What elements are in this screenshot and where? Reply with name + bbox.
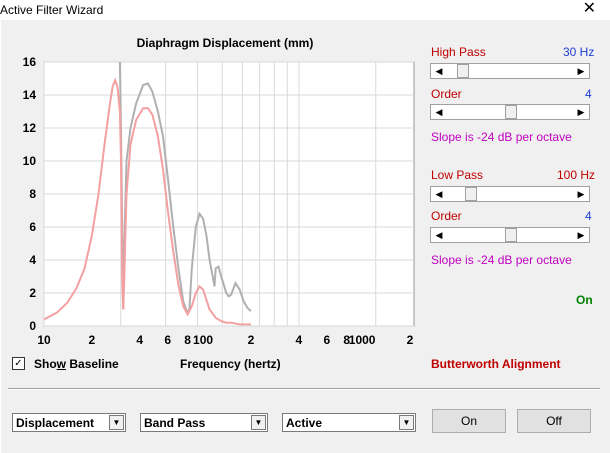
show-baseline-label[interactable]: Show Baseline <box>34 357 119 371</box>
arrow-left-icon[interactable]: ◀ <box>435 189 443 199</box>
x-tick-label: 1000 <box>349 333 376 347</box>
arrow-right-icon[interactable]: ▶ <box>577 66 585 76</box>
chevron-down-icon[interactable]: ▼ <box>251 415 266 430</box>
y-tick-label: 0 <box>29 319 36 333</box>
hp-order-label: Order <box>431 87 462 101</box>
arrow-left-icon[interactable]: ◀ <box>435 230 443 240</box>
hp-order-slider[interactable]: ◀ ▶ <box>430 104 590 120</box>
separator <box>8 388 600 390</box>
x-tick-label: 2 <box>89 333 96 347</box>
show-baseline-checkbox[interactable]: ✓ <box>12 357 25 370</box>
slider-thumb[interactable] <box>457 64 469 78</box>
x-tick-label: 4 <box>136 333 143 347</box>
window-title: Active Filter Wizard <box>0 3 104 17</box>
lp-order-slider[interactable]: ◀ ▶ <box>430 227 590 243</box>
y-tick-label: 16 <box>23 55 37 69</box>
x-tick-label: 6 <box>323 333 330 347</box>
series-line-1 <box>118 61 252 316</box>
x-axis-label: Frequency (hertz) <box>180 357 281 371</box>
slider-thumb[interactable] <box>505 228 517 242</box>
lp-order-value: 4 <box>585 209 592 223</box>
slider-thumb[interactable] <box>465 187 477 201</box>
arrow-right-icon[interactable]: ▶ <box>577 189 585 199</box>
x-tick-label: 4 <box>295 333 302 347</box>
y-tick-label: 12 <box>23 121 37 135</box>
y-tick-label: 2 <box>29 286 36 300</box>
off-button[interactable]: Off <box>517 409 591 433</box>
y-tick-label: 6 <box>29 220 36 234</box>
low-pass-label: Low Pass <box>431 168 484 182</box>
hp-slope-text: Slope is -24 dB per octave <box>431 130 572 144</box>
slider-thumb[interactable] <box>505 105 517 119</box>
high-pass-value: 30 Hz <box>563 45 595 59</box>
lp-order-label: Order <box>431 209 462 223</box>
status-on-indicator: On <box>576 293 593 307</box>
arrow-left-icon[interactable]: ◀ <box>435 66 443 76</box>
x-tick-label: 8 <box>343 333 350 347</box>
chevron-down-icon[interactable]: ▼ <box>109 415 124 430</box>
hp-order-value: 4 <box>585 87 592 101</box>
mode-select[interactable]: Displacement ▼ <box>12 413 126 432</box>
arrow-right-icon[interactable]: ▶ <box>577 107 585 117</box>
x-tick-label: 10 <box>37 333 51 347</box>
low-pass-slider[interactable]: ◀ ▶ <box>430 186 590 202</box>
arrow-left-icon[interactable]: ◀ <box>435 107 443 117</box>
x-tick-label: 2 <box>407 333 414 347</box>
close-icon[interactable]: ✕ <box>582 0 596 17</box>
y-tick-label: 14 <box>23 88 37 102</box>
low-pass-value: 100 Hz <box>557 168 596 182</box>
lp-slope-text: Slope is -24 dB per octave <box>431 253 572 267</box>
arrow-right-icon[interactable]: ▶ <box>577 230 585 240</box>
x-tick-label: 2 <box>248 333 255 347</box>
y-tick-label: 8 <box>29 187 36 201</box>
chart-title: Diaphragm Displacement (mm) <box>136 36 314 50</box>
alignment-label: Butterworth Alignment <box>431 357 561 371</box>
filter-type-select[interactable]: Band Pass ▼ <box>140 413 268 432</box>
series-line-2 <box>43 77 251 326</box>
filter-kind-select[interactable]: Active ▼ <box>282 413 416 432</box>
high-pass-label: High Pass <box>431 45 486 59</box>
x-tick-label: 8 <box>184 333 191 347</box>
on-button[interactable]: On <box>432 409 506 433</box>
title-bar: Active Filter Wizard ✕ <box>0 0 610 20</box>
x-tick-label: 100 <box>193 333 213 347</box>
x-tick-label: 6 <box>164 333 171 347</box>
high-pass-slider[interactable]: ◀ ▶ <box>430 63 590 79</box>
chevron-down-icon[interactable]: ▼ <box>399 415 414 430</box>
y-tick-label: 4 <box>29 253 36 267</box>
y-tick-label: 10 <box>23 154 37 168</box>
